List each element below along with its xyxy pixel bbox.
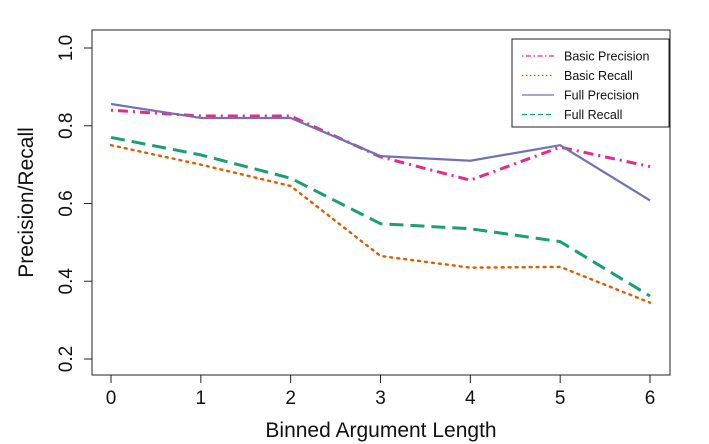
legend: Basic Precision Basic Recall Full Precisio… [511, 38, 670, 128]
axes: 0 1 2 3 4 5 6 0.2 0.4 0.6 0.8 1.0 [56, 29, 671, 409]
x-tick-label: 2 [285, 388, 296, 409]
legend-box [511, 38, 670, 128]
y-tick-label: 0.8 [56, 113, 77, 139]
legend-label-full-recall: Full Recall [564, 108, 622, 122]
x-tick-label: 6 [645, 388, 656, 409]
x-axis-label: Binned Argument Length [265, 419, 496, 442]
series-line-full-precision [110, 102, 651, 202]
x-tick-label: 1 [196, 388, 207, 409]
series-line-full-recall [110, 135, 651, 298]
y-axis-label: Precision/Recall [15, 127, 38, 278]
y-tick-label: 0.2 [56, 346, 77, 372]
y-tick-label: 0.6 [56, 190, 77, 216]
x-tick-label: 4 [465, 388, 476, 409]
x-tick-label: 5 [555, 388, 566, 409]
legend-label-basic-precision: Basic Precision [564, 50, 649, 64]
y-tick-label: 0.4 [56, 268, 77, 295]
y-tick-label: 1.0 [56, 35, 77, 61]
legend-label-basic-recall: Basic Recall [564, 69, 633, 83]
x-tick-label: 0 [106, 388, 117, 409]
series-line-basic-recall [109, 143, 652, 304]
series-layer [109, 102, 652, 304]
legend-label-full-precision: Full Precision [564, 89, 639, 103]
x-tick-label: 3 [375, 388, 386, 409]
